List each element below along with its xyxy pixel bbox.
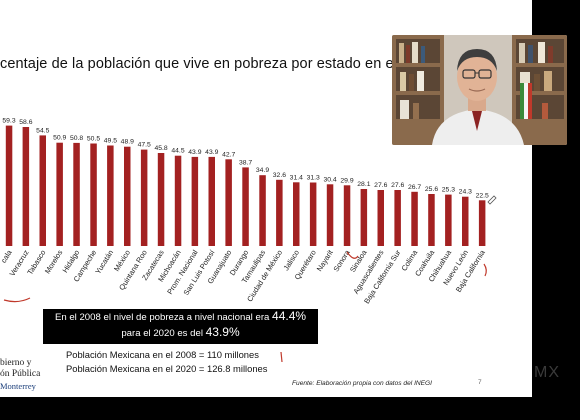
bar-9 <box>157 153 165 246</box>
page-number: 7 <box>478 379 482 386</box>
value-label-21: 28.1 <box>357 181 370 188</box>
presenter <box>432 49 524 145</box>
bar-5 <box>90 143 97 246</box>
logo-line-2: ón Pública <box>0 369 41 379</box>
value-label-0: 59.3 <box>2 118 15 125</box>
bar-25 <box>428 194 435 246</box>
bar-10 <box>174 155 182 246</box>
value-label-12: 43.9 <box>205 149 218 156</box>
poverty-note-box: En el 2008 el nivel de pobreza a nivel n… <box>43 309 318 344</box>
mexican-flag <box>520 83 532 119</box>
bar-3 <box>56 142 63 246</box>
population-2008: Población Mexicana en el 2008 = 110 mill… <box>66 349 259 360</box>
note-line-2008-text: En el 2008 el nivel de pobreza a nivel n… <box>54 312 270 323</box>
category-label-0: cala <box>0 248 14 265</box>
value-label-19: 30.4 <box>323 176 336 183</box>
value-label-3: 50.9 <box>53 135 66 142</box>
pen-cursor-icon <box>487 195 497 205</box>
value-label-4: 50.8 <box>70 135 83 142</box>
annotation-underline-left <box>3 297 31 303</box>
value-label-15: 34.9 <box>256 167 269 174</box>
value-label-13: 42.7 <box>222 151 235 158</box>
note-line-2020-text: para el 2020 es del <box>121 328 203 339</box>
bar-17 <box>293 182 300 246</box>
bar-15 <box>259 175 266 246</box>
value-label-26: 25.3 <box>442 187 455 194</box>
bar-22 <box>377 190 384 246</box>
webcam-scene <box>392 35 567 145</box>
bar-8 <box>140 149 148 246</box>
note-line-2020: para el 2020 es del 43.9% <box>43 325 318 341</box>
bar-4 <box>73 142 80 246</box>
bar-0 <box>5 125 13 246</box>
value-label-6: 49.5 <box>104 138 117 145</box>
bar-14 <box>242 167 249 246</box>
value-label-2: 54.5 <box>36 127 49 134</box>
value-label-18: 31.3 <box>307 175 320 182</box>
bar-23 <box>394 190 401 246</box>
value-label-20: 29.9 <box>340 177 353 184</box>
bar-26 <box>445 194 452 246</box>
bar-21 <box>360 189 368 246</box>
bar-16 <box>276 179 283 246</box>
value-label-24: 26.7 <box>408 184 421 191</box>
value-label-25: 25.6 <box>425 186 438 193</box>
value-label-8: 47.5 <box>138 142 151 149</box>
value-label-16: 32.6 <box>273 172 286 179</box>
webcam-video[interactable] <box>392 35 567 145</box>
bar-20 <box>343 185 351 246</box>
bar-13 <box>225 159 232 246</box>
value-label-7: 48.9 <box>121 139 134 146</box>
bar-7 <box>124 146 131 246</box>
annotation-population-tick <box>280 351 283 363</box>
slide-title: centaje de la población que vive en pobr… <box>0 56 397 72</box>
bar-28 <box>478 200 486 246</box>
bar-1 <box>22 127 30 246</box>
annotation-sonora <box>346 251 359 259</box>
value-label-9: 45.8 <box>154 145 167 152</box>
value-label-28: 22.5 <box>476 192 489 199</box>
population-2020: Población Mexicana en el 2020 = 126.8 mi… <box>66 363 268 374</box>
note-value-2020: 43.9% <box>205 325 240 339</box>
value-label-14: 38.7 <box>239 159 252 166</box>
bookshelf-left <box>392 35 444 145</box>
logo-line-1: bierno y <box>0 358 32 368</box>
note-line-2008: En el 2008 el nivel de pobreza a nivel n… <box>43 309 318 325</box>
bar-19 <box>326 184 334 246</box>
annotation-right <box>483 263 487 277</box>
value-label-5: 50.5 <box>87 136 100 143</box>
bar-27 <box>462 196 469 246</box>
bar-12 <box>208 156 215 246</box>
value-label-17: 31.4 <box>290 174 303 181</box>
value-label-11: 43.9 <box>188 149 201 156</box>
bar-24 <box>411 191 418 246</box>
bar-18 <box>309 182 317 246</box>
watermark-mx: MX <box>534 364 560 381</box>
logo-line-3: Monterrey <box>0 381 36 391</box>
note-value-2008: 44.4% <box>272 309 307 323</box>
value-label-1: 58.6 <box>19 119 32 126</box>
bar-2 <box>39 135 46 246</box>
value-label-22: 27.6 <box>374 182 387 189</box>
source-note: Fuente: Elaboración propia con datos del… <box>292 380 433 387</box>
bar-6 <box>107 145 114 246</box>
poverty-bar-chart: 59.3cala58.6Veracruz54.5Tabasco50.9Morel… <box>0 118 497 363</box>
bar-11 <box>191 156 199 246</box>
value-label-27: 24.3 <box>459 189 472 196</box>
value-label-10: 44.5 <box>171 148 184 155</box>
value-label-23: 27.6 <box>391 182 404 189</box>
